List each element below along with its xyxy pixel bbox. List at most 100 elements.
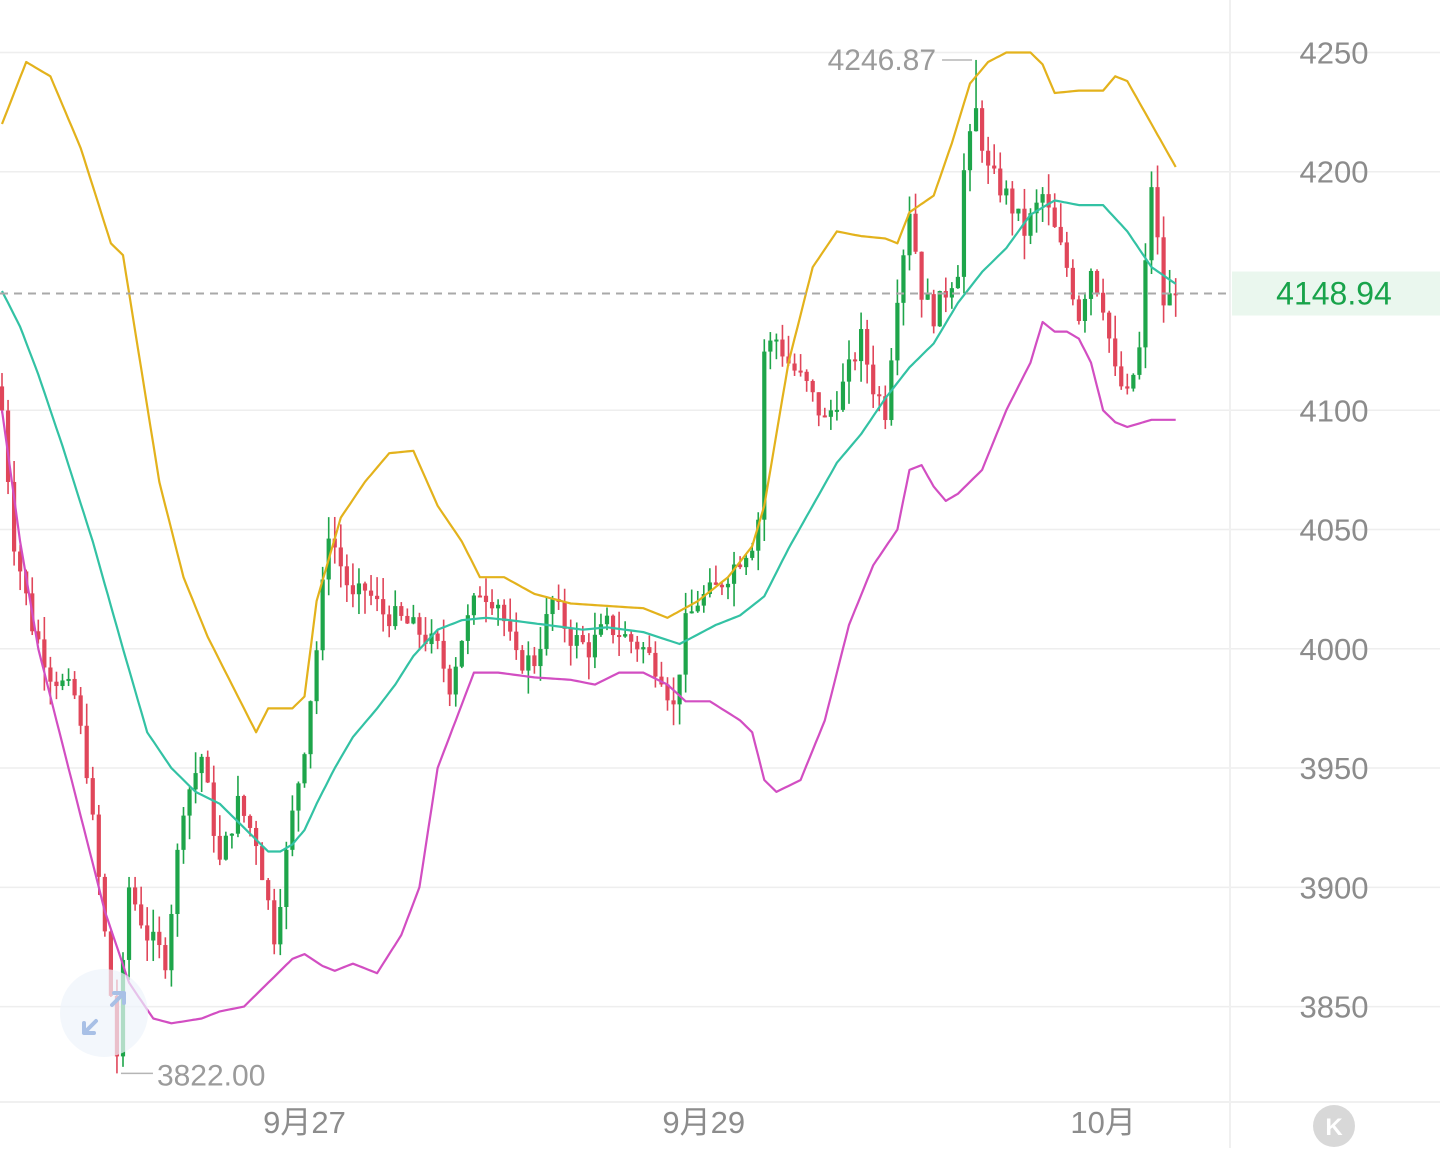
candle-up [393,606,398,627]
candle-up [229,833,234,836]
middle-band-line [1,199,1177,853]
candle-down [157,931,162,946]
candle-down [435,633,440,641]
candle-up [967,131,973,171]
candle-down [272,900,277,945]
candle-down [532,655,537,667]
candle-down [586,642,591,658]
candle-down [1058,226,1063,243]
candle-up [1082,298,1088,321]
candle-down [514,631,519,651]
candle-down [1046,194,1051,208]
candle-down [1052,207,1057,227]
candle-up [689,611,694,614]
candle-up [623,634,628,637]
candle-down [617,635,622,638]
candle-down [931,294,936,327]
candles [0,59,1178,1074]
candle-up [859,329,864,362]
candle-down [42,639,47,668]
candle-up [574,635,579,646]
candle-up [925,294,930,300]
candle-down [998,168,1003,196]
candle-up [1016,208,1021,214]
candle-up [840,381,846,410]
candle-down [375,595,380,600]
candle-down [1155,187,1160,238]
candle-up [961,170,967,277]
candle-up [550,599,555,615]
candle-up [973,108,979,132]
candle-down [822,415,827,418]
candle-down [102,876,107,932]
candle-down [72,678,77,696]
candle-up [744,557,749,568]
candle-up [193,773,198,790]
candle-down [792,363,797,371]
candle-down [381,599,386,615]
candle-down [139,904,144,926]
candle-up [356,583,362,595]
upper-band-line [0,51,1177,734]
candle-down [108,931,113,996]
candle-up [701,594,706,606]
candle-down [344,566,349,586]
x-tick-label: 10月 [1070,1105,1135,1140]
candle-up [411,617,416,624]
candle-up [1143,260,1148,348]
bollinger-bands [0,51,1177,1025]
candle-down [1064,242,1069,268]
candle-up [284,849,289,908]
candle-up [308,701,313,755]
candle-down [568,628,573,646]
candle-down [441,640,446,669]
candle-up [526,655,531,671]
candle-down [1070,267,1075,300]
candle-up [453,666,458,695]
candle-down [211,782,216,836]
candle-down [205,756,210,783]
candle-down [417,617,422,635]
y-tick-label: 4250 [1300,35,1369,70]
candle-up [598,624,604,635]
y-tick-label: 3900 [1300,870,1369,905]
candle-up [187,789,192,816]
candle-up [762,351,767,520]
candle-down [738,564,743,568]
candle-up [949,288,954,298]
candle-down [90,778,95,815]
candle-down [877,394,882,397]
candle-up [235,795,241,834]
candle-down [671,700,676,705]
x-axis: 9月27 9月29 10月 [263,1105,1136,1140]
candle-up [544,614,549,649]
expand-arrows-icon[interactable] [60,969,148,1057]
candle-down [241,795,247,816]
y-tick-label: 4100 [1300,393,1369,428]
candle-up [496,604,501,609]
candle-down [405,615,410,624]
candle-up [907,213,912,256]
candle-up [538,648,543,667]
candle-down [217,835,222,860]
candle-up [151,931,156,941]
candle-up [707,582,712,595]
candle-down [919,251,924,300]
candle-up [126,887,132,960]
candle-down [1119,366,1124,387]
k-logo-glyph: K [1325,1114,1343,1141]
candle-down [332,538,337,548]
candle-down [1125,386,1130,389]
candle-up [641,647,646,650]
candle-up [725,583,731,588]
candle-down [653,652,658,677]
candle-up [901,255,906,303]
min-price-label: 3822.00 [157,1059,265,1092]
candle-down [78,695,83,726]
y-tick-label: 4200 [1300,155,1369,190]
candle-up [731,564,737,584]
candle-up [1088,270,1094,299]
k-logo-icon[interactable]: K [1313,1105,1355,1147]
